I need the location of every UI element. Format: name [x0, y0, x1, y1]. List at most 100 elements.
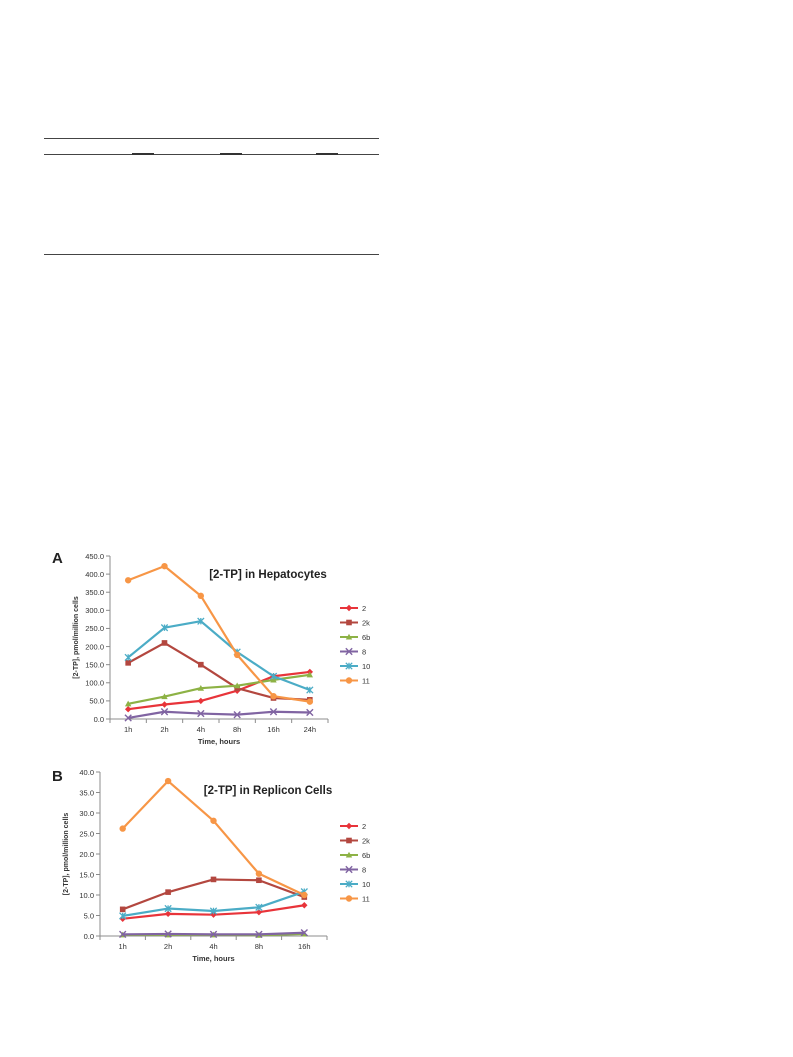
series-8: [124, 708, 314, 722]
x-tick-label: 2h: [160, 725, 168, 734]
series-line: [128, 670, 310, 711]
x-tick-label: 24h: [304, 725, 317, 734]
hepatocytes-line-chart: 0.0 50.0 100.0 150.0 200.0 250.0 300.0 350.0 400…: [73, 552, 370, 746]
data-point: [197, 709, 205, 718]
table-top-rule: [44, 138, 379, 139]
x-tick-label: 8h: [233, 725, 241, 734]
data-point: [119, 912, 127, 920]
legend-label: 2k: [362, 836, 370, 845]
data-point: [269, 672, 278, 680]
data-point: [164, 930, 172, 938]
data-point: [300, 929, 308, 937]
data-point: [306, 671, 314, 678]
panel-label-b: B: [52, 768, 63, 785]
data-point: [160, 708, 169, 716]
data-point: [197, 617, 205, 625]
data-point: [346, 837, 352, 844]
x-tick-label: 16h: [267, 725, 280, 734]
y-tick-label: 35.0: [79, 788, 94, 797]
data-point: [270, 676, 277, 683]
series-11: [124, 562, 314, 705]
legend-label: 6b: [362, 851, 370, 860]
legend-label: 8: [362, 647, 366, 656]
data-point: [161, 562, 168, 570]
data-point: [124, 653, 132, 662]
data-point: [345, 851, 353, 858]
data-point: [124, 714, 132, 722]
data-point: [210, 876, 217, 883]
data-point: [161, 701, 168, 708]
legend-entry: 6b: [340, 633, 370, 642]
legend-label: 11: [362, 676, 370, 685]
y-tick-label: 250.0: [85, 624, 104, 633]
y-axis-label: [2-TP], pmol/million cells: [73, 596, 80, 679]
table-column-mark: [220, 153, 242, 155]
data-point: [119, 930, 127, 939]
data-point: [165, 889, 171, 895]
data-point: [124, 706, 132, 713]
legend-entry: 2: [340, 822, 366, 831]
data-point: [301, 902, 308, 909]
y-axis-label: [2-TP], pmol/million cells: [63, 813, 70, 896]
y-tick-label: 450.0: [85, 552, 104, 561]
legend-label: 2: [362, 604, 366, 613]
x-tick-label: 1h: [119, 942, 127, 951]
data-point: [197, 697, 205, 705]
series-10: [124, 617, 314, 694]
y-tick-label: 300.0: [85, 606, 104, 615]
y-tick-label: 25.0: [79, 829, 94, 838]
chart-panel-b: B 0.0 5.0 10.0 15.0 20.0 25.0 30.0 35.0 40.0 1h 2h…: [48, 766, 428, 966]
legend-entry: 2: [340, 604, 366, 613]
data-point: [124, 700, 132, 707]
panel-label-a: A: [52, 550, 63, 567]
table-column-mark: [316, 153, 338, 155]
legend-label: 6b: [362, 633, 370, 642]
legend-entry: 10: [340, 880, 370, 889]
legend-entry: 2k: [340, 618, 370, 627]
replicon-line-chart: 0.0 5.0 10.0 15.0 20.0 25.0 30.0 35.0 40.0 1h 2h 4h…: [63, 768, 370, 963]
data-point: [255, 870, 263, 877]
data-point: [346, 619, 352, 626]
data-point: [197, 592, 205, 600]
x-axis-label: Time, hours: [192, 954, 234, 963]
data-point: [255, 903, 263, 911]
x-tick-label: 16h: [298, 942, 311, 951]
data-point: [233, 651, 241, 659]
data-point: [345, 880, 353, 888]
data-point: [119, 825, 126, 832]
table-bottom-rule: [44, 254, 379, 255]
legend-entry: 11: [340, 894, 370, 903]
data-point: [161, 693, 168, 700]
series-10: [119, 888, 308, 920]
chart-title: [2-TP] in Hepatocytes: [209, 569, 327, 581]
y-tick-label: 20.0: [79, 850, 94, 859]
y-tick-label: 0.0: [94, 715, 104, 724]
chart-title: [2-TP] in Replicon Cells: [204, 785, 332, 797]
legend-label: 2: [362, 822, 366, 831]
data-point: [233, 682, 241, 689]
legend-label: 2k: [362, 618, 370, 627]
data-point: [209, 930, 218, 939]
data-point: [210, 911, 217, 918]
series-line: [127, 710, 310, 719]
y-tick-label: 150.0: [85, 660, 104, 669]
chart-panel-a: A 0.0 50.0 100.0 150.0 200.0 250.0 300.0 350.0 4…: [48, 548, 428, 748]
y-tick-label: 350.0: [85, 588, 104, 597]
data-point: [124, 577, 132, 584]
data-point: [164, 904, 172, 913]
series-line: [127, 565, 310, 703]
legend-label: 10: [362, 880, 370, 889]
y-tick-label: 400.0: [85, 570, 104, 579]
data-point: [306, 686, 314, 694]
data-point: [210, 817, 217, 824]
data-point: [345, 633, 353, 640]
x-tick-label: 4h: [209, 942, 217, 951]
data-point: [209, 907, 218, 915]
legend-label: 10: [362, 662, 370, 671]
data-point: [233, 710, 241, 719]
series-line: [122, 878, 305, 911]
data-point: [345, 677, 353, 684]
x-tick-label: 2h: [164, 942, 172, 951]
data-point: [160, 624, 169, 632]
x-tick-label: 1h: [124, 725, 132, 734]
